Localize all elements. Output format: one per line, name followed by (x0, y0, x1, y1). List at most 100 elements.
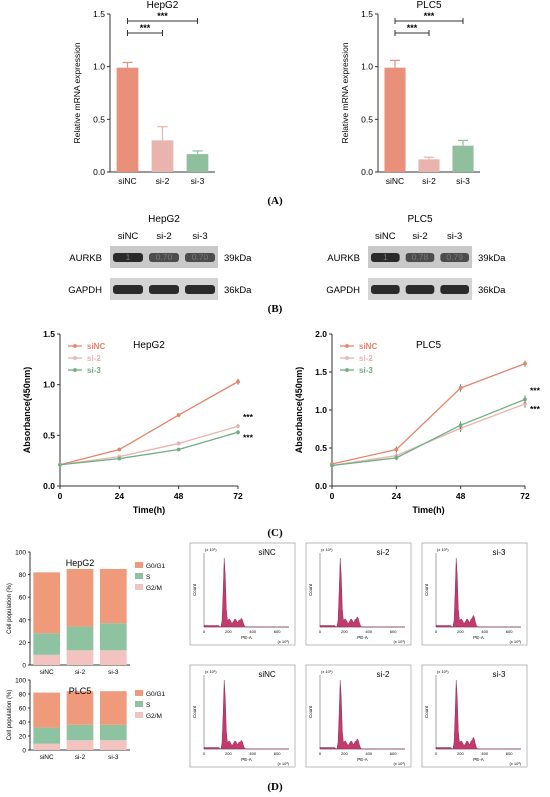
stacked-segment (66, 568, 94, 627)
flow-plot-frame (189, 664, 296, 768)
flow-x-tick: 600 (274, 751, 281, 756)
legend-swatch (135, 562, 143, 568)
flow-x-tick: 600 (390, 751, 397, 756)
blot-band (149, 253, 179, 262)
flow-x-tick: 600 (506, 629, 513, 634)
flow-histogram (435, 558, 521, 628)
x-tick-label: si-2 (422, 176, 436, 186)
flow-sample-label: si-2 (377, 670, 390, 679)
y-tick-label: 0 (22, 663, 26, 670)
y-axis-label: Relative mRNA expression (72, 42, 82, 143)
y-tick-label: 80 (19, 692, 27, 699)
y-tick-label: 20 (19, 734, 27, 741)
x-tick-label: 0 (58, 491, 63, 501)
y-tick-label: 1.0 (93, 62, 105, 72)
y-tick-label: 100 (15, 678, 26, 685)
bar (186, 154, 209, 172)
flow-plot-frame (421, 664, 528, 768)
flow-x-unit: (x 10³) (277, 761, 289, 766)
legend-marker (73, 344, 77, 348)
y-tick-label: 1.5 (93, 9, 105, 19)
data-point (523, 402, 527, 406)
flow-x-tick: 200 (225, 629, 232, 634)
blot-band (371, 253, 400, 262)
band-quantification: 1 (383, 252, 388, 262)
legend-label: si-3 (359, 366, 373, 375)
y-axis-label: Cell population (%) (7, 690, 13, 741)
flow-sample-label: siNC (258, 670, 276, 679)
legend-label: si-2 (359, 354, 373, 363)
flow-x-tick: 400 (365, 629, 372, 634)
x-tick-label: si-2 (75, 669, 86, 676)
lane-label: siNC (375, 231, 396, 242)
legend-label: G2/M (146, 585, 162, 592)
flow-x-unit: (x 10³) (509, 639, 521, 644)
flow-plot-frame (421, 542, 528, 646)
y-tick-label: 2.0 (315, 329, 327, 339)
y-tick-label: 1.5 (315, 367, 327, 377)
flow-x-tick: 200 (457, 751, 464, 756)
blot-title: HepG2 (148, 214, 180, 225)
western-blot-plc5: PLC5 siNC si-2 si-3 AURKB 39kDa 1 0.78 0.79 GAPDH… (326, 214, 506, 300)
chart-title: PLC5 (416, 340, 441, 351)
blot-band (185, 253, 215, 262)
significance-label: *** (530, 404, 541, 414)
flow-x-label: PE-A (241, 757, 252, 762)
flow-x-tick: 400 (249, 751, 256, 756)
y-tick-label: 1.0 (43, 380, 55, 390)
data-point (176, 441, 181, 446)
legend-label: siNC (87, 342, 105, 351)
data-point (236, 424, 240, 429)
flow-x-tick: 400 (481, 751, 488, 756)
legend-label: G0/G1 (146, 691, 166, 698)
flow-x-unit: (x 10³) (277, 639, 289, 644)
flow-x-tick: 400 (249, 629, 256, 634)
significance-label: *** (243, 412, 254, 422)
stacked-segment (33, 743, 60, 750)
y-tick-label: 0.5 (361, 114, 373, 124)
chart-title: HepG2 (66, 558, 95, 568)
y-axis-label: Relative mRNA expression (340, 42, 350, 143)
flow-x-tick: 0 (203, 629, 206, 634)
stacked-segment (100, 568, 127, 624)
flow-x-tick: 200 (457, 629, 464, 634)
blot-band (113, 285, 143, 294)
blot-band (371, 285, 400, 294)
flow-sample-label: si-3 (493, 670, 506, 679)
significance-label: *** (140, 23, 151, 33)
legend-swatch (135, 690, 143, 696)
legend-label: G0/G1 (146, 563, 166, 570)
flow-sample-label: siNC (258, 548, 276, 557)
flow-x-label: PE-A (241, 635, 252, 640)
flow-x-tick: 0 (319, 629, 322, 634)
data-point (458, 386, 463, 390)
x-tick-label: 72 (520, 491, 530, 501)
data-point (394, 447, 399, 452)
chart-title: PLC5 (416, 0, 441, 11)
x-tick-label: si-2 (75, 754, 86, 761)
flow-x-tick: 200 (341, 629, 348, 634)
flow-histogram (319, 558, 405, 628)
series-line (59, 425, 239, 466)
y-tick-label: 0 (22, 748, 26, 755)
x-tick-label: 0 (330, 491, 335, 501)
western-blot-hepg2: HepG2 siNC si-2 si-3 AURKB 39kDa 1 0.70 0.70 GAPD… (68, 214, 252, 300)
flow-x-tick: 600 (506, 751, 513, 756)
legend-label: si-3 (87, 366, 101, 375)
flow-sample-label: si-3 (493, 548, 506, 557)
blot-band (440, 285, 469, 294)
y-tick-label: 0.5 (315, 443, 327, 453)
flow-x-tick: 0 (203, 751, 206, 756)
flow-x-tick: 0 (319, 751, 322, 756)
flow-y-unit: (x 10¹) (437, 547, 449, 552)
stacked-segment (66, 740, 94, 750)
x-tick-label: siNC (40, 669, 54, 676)
panel-label-d: (D) (267, 781, 283, 793)
y-tick-label: 100 (15, 550, 26, 557)
panel-label-b: (B) (268, 303, 283, 315)
flow-y-unit: (x 10¹) (205, 669, 217, 674)
x-tick-label: 48 (174, 491, 184, 501)
stacked-segment (33, 633, 60, 655)
